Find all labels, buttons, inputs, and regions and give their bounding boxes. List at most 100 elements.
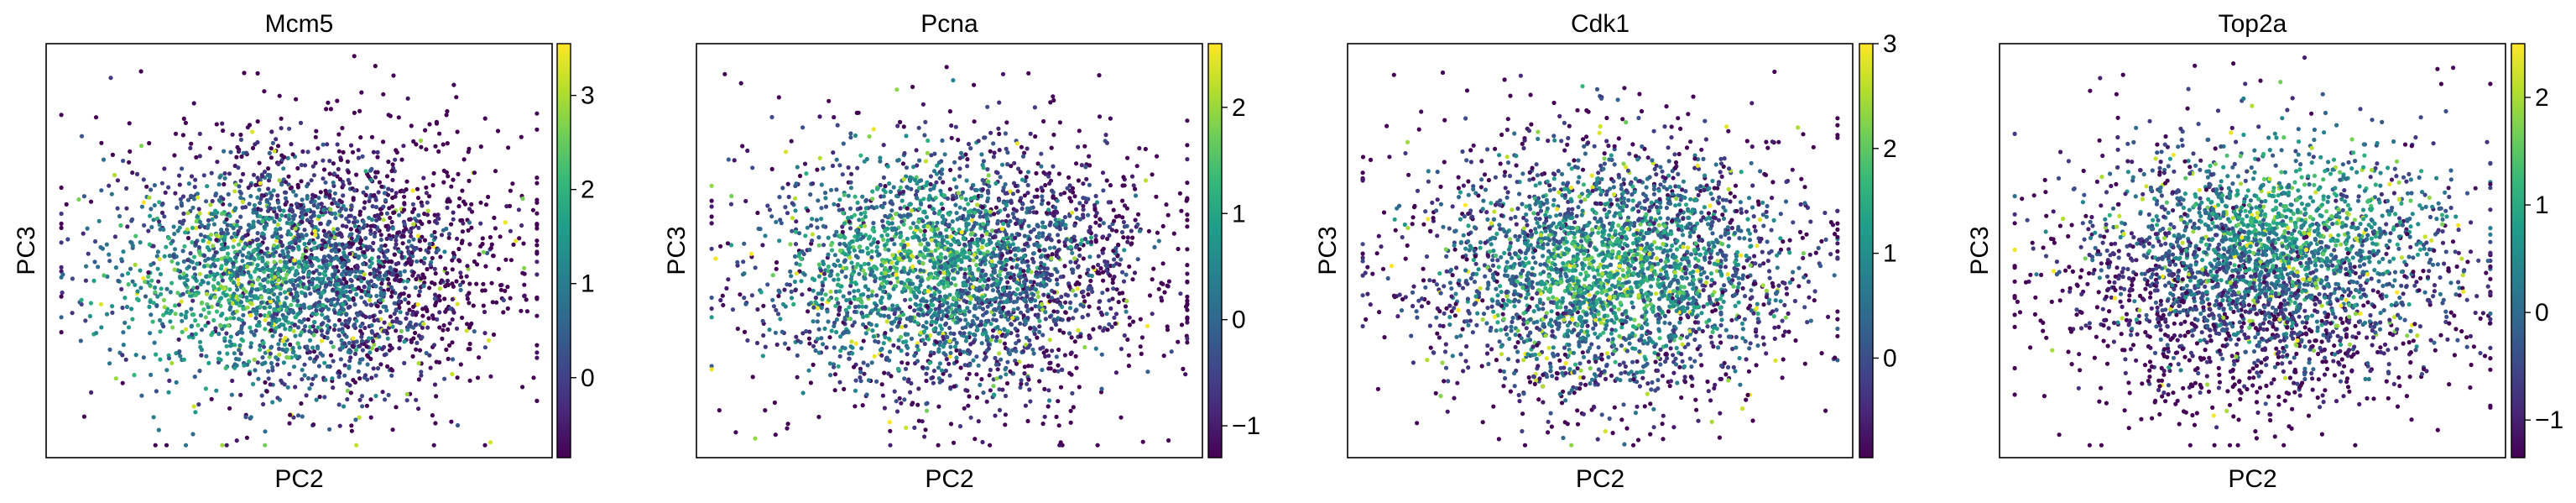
data-point (286, 254, 291, 259)
data-point (275, 222, 280, 228)
data-point (1185, 196, 1190, 202)
data-point (750, 375, 755, 380)
data-point (1031, 210, 1036, 215)
data-point (456, 204, 461, 209)
data-point (350, 343, 355, 348)
data-point (356, 148, 361, 153)
data-point (491, 254, 496, 259)
data-point (270, 315, 275, 320)
colorbar-tick-label: 0 (581, 364, 595, 392)
data-point (59, 113, 64, 118)
data-point (375, 149, 380, 155)
data-point (1000, 387, 1005, 392)
data-point (356, 255, 361, 260)
data-point (519, 308, 524, 313)
data-point (158, 357, 163, 362)
data-point (455, 301, 460, 307)
data-point (1054, 354, 1059, 359)
data-point (292, 286, 297, 291)
data-point (987, 373, 992, 378)
data-point (206, 310, 211, 315)
data-point (398, 320, 403, 325)
data-point (312, 320, 317, 325)
data-point (344, 224, 349, 229)
data-point (756, 226, 761, 231)
data-point (745, 338, 750, 343)
data-point (767, 327, 772, 333)
data-point (304, 393, 309, 398)
data-point (352, 220, 357, 225)
data-point (173, 191, 178, 196)
data-point (92, 259, 97, 265)
data-point (451, 177, 456, 182)
data-point (939, 265, 944, 270)
data-point (345, 396, 350, 402)
data-point (270, 252, 275, 257)
data-point (347, 350, 352, 355)
data-point (164, 286, 169, 291)
data-point (250, 129, 255, 134)
data-point (907, 258, 912, 263)
data-point (534, 259, 540, 265)
data-point (743, 198, 748, 204)
data-point (300, 219, 305, 224)
data-point (478, 221, 483, 226)
data-point (392, 301, 397, 306)
data-point (436, 294, 442, 299)
data-point (342, 253, 347, 258)
data-point (922, 133, 927, 138)
data-point (1162, 290, 1167, 295)
data-point (351, 336, 356, 341)
data-point (272, 149, 277, 154)
data-point (407, 229, 412, 234)
data-point (302, 228, 307, 233)
data-point (288, 412, 293, 417)
data-point (270, 400, 275, 405)
data-point (950, 219, 955, 224)
data-point (280, 347, 285, 352)
data-point (357, 275, 362, 280)
data-point (194, 155, 199, 160)
data-point (394, 234, 399, 239)
data-point (987, 184, 992, 189)
data-point (388, 265, 393, 270)
data-point (384, 211, 389, 216)
data-point (1014, 221, 1019, 227)
data-point (318, 351, 323, 356)
data-point (920, 102, 926, 107)
data-point (214, 238, 219, 243)
data-point (1022, 254, 1027, 259)
data-point (133, 282, 138, 287)
data-point (899, 401, 904, 406)
data-point (185, 235, 191, 241)
data-point (235, 287, 240, 292)
data-point (263, 317, 268, 322)
data-point (409, 123, 414, 128)
data-point (201, 264, 206, 269)
data-point (362, 284, 367, 290)
data-point (1055, 270, 1060, 275)
data-point (383, 197, 388, 203)
data-point (402, 207, 407, 212)
data-point (441, 327, 446, 333)
data-point (1105, 327, 1110, 333)
data-point (836, 312, 842, 317)
data-point (253, 368, 258, 373)
data-point (164, 244, 169, 249)
data-point (908, 225, 913, 230)
data-point (296, 264, 301, 270)
data-point (1068, 408, 1073, 413)
data-point (149, 224, 154, 230)
data-point (237, 249, 242, 254)
data-point (774, 266, 779, 271)
data-point (788, 242, 793, 247)
data-point (405, 279, 410, 284)
data-point (924, 371, 929, 376)
data-point (405, 96, 410, 101)
data-point (373, 230, 378, 235)
data-point (303, 324, 308, 329)
data-point (377, 216, 382, 221)
data-point (856, 110, 861, 115)
data-point (341, 193, 346, 198)
data-point (152, 202, 157, 208)
